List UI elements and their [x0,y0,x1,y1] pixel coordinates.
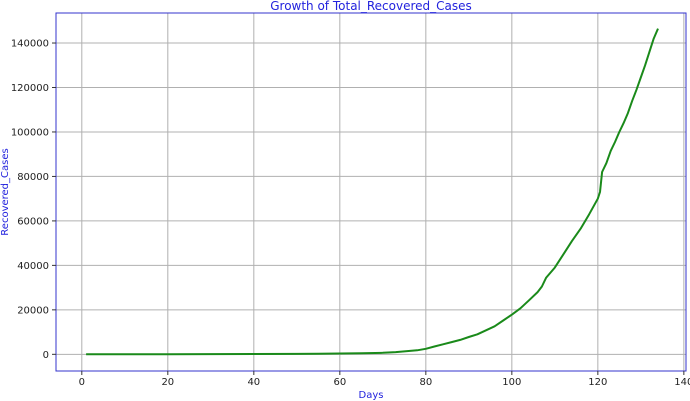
grid [56,13,686,371]
x-tick-label: 140 [674,377,690,388]
x-tick-label: 40 [247,377,260,388]
y-tick-label: 140000 [11,39,49,50]
y-axis-label: Recovered_Cases [0,148,11,235]
y-tick-label: 60000 [17,216,49,227]
plot-area [86,29,658,355]
x-tick-label: 120 [588,377,607,388]
y-tick-label: 0 [43,350,49,361]
y-tick-label: 40000 [17,261,49,272]
chart-title: Growth of Total_Recovered_Cases [270,0,472,13]
plot-frame [56,13,686,371]
x-tick-label: 60 [333,377,346,388]
recovered-cases-line [86,29,658,355]
y-tick-label: 80000 [17,172,49,183]
x-tick-label: 20 [161,377,174,388]
x-axis-label: Days [359,390,384,401]
y-tick-label: 100000 [11,127,49,138]
axis-ticks: 0 20 40 60 80 100 120 140 0 20000 40000 60000 80000 1… [11,39,690,388]
y-tick-label: 20000 [17,305,49,316]
x-tick-label: 0 [79,377,85,388]
x-tick-label: 80 [419,377,432,388]
y-tick-label: 120000 [11,83,49,94]
x-tick-label: 100 [502,377,521,388]
